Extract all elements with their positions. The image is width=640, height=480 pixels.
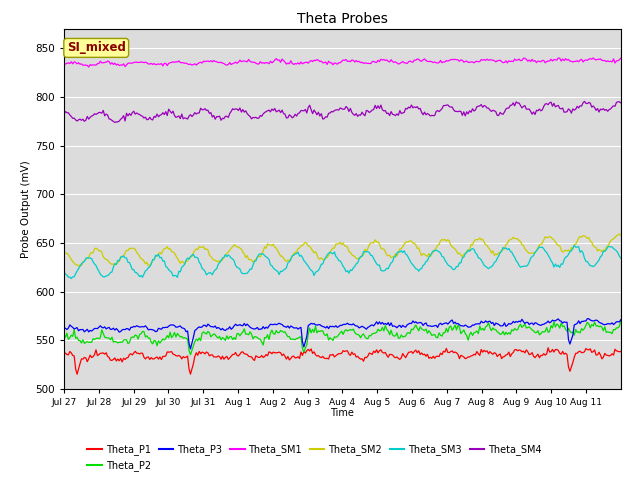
Theta_SM1 (85, 64, 93, 70)
Theta_P3 (617, 317, 625, 323)
Theta_P1 (81, 355, 88, 360)
X-axis label: Time: Time (330, 408, 355, 418)
Theta_SM4 (580, 98, 588, 104)
Theta_SM2 (98, 249, 106, 255)
Theta_P2 (97, 335, 104, 341)
Theta_P3 (541, 321, 549, 326)
Line: Theta_P3: Theta_P3 (64, 319, 621, 349)
Theta_P1 (541, 352, 549, 358)
Theta_SM1 (554, 55, 562, 61)
Theta_SM1 (98, 60, 106, 66)
Theta_SM2 (614, 232, 621, 238)
Theta_P1 (60, 351, 68, 357)
Theta_P1 (73, 372, 81, 377)
Theta_SM1 (458, 58, 466, 63)
Theta_SM2 (60, 248, 68, 253)
Theta_SM1 (79, 62, 87, 68)
Theta_P3 (60, 326, 68, 332)
Theta_P2 (541, 329, 549, 335)
Theta_SM3 (60, 269, 68, 275)
Theta_P1 (98, 350, 106, 356)
Line: Theta_SM2: Theta_SM2 (64, 234, 621, 266)
Theta_P2 (79, 337, 87, 343)
Theta_P3 (584, 316, 591, 322)
Theta_SM3 (348, 268, 356, 274)
Theta_SM1 (541, 60, 549, 66)
Line: Theta_P1: Theta_P1 (64, 348, 621, 374)
Text: SI_mixed: SI_mixed (67, 41, 125, 54)
Line: Theta_SM3: Theta_SM3 (64, 245, 621, 278)
Theta_P3 (187, 346, 195, 352)
Theta_SM2 (81, 258, 88, 264)
Theta_SM2 (616, 231, 623, 237)
Theta_SM3 (458, 255, 466, 261)
Theta_P1 (616, 349, 623, 355)
Theta_P1 (544, 345, 552, 350)
Title: Theta Probes: Theta Probes (297, 12, 388, 26)
Theta_SM4 (111, 120, 119, 125)
Theta_SM1 (60, 60, 68, 66)
Theta_SM4 (458, 112, 466, 118)
Theta_SM3 (616, 253, 623, 259)
Theta_SM1 (348, 57, 356, 63)
Theta_SM4 (97, 109, 104, 115)
Theta_SM4 (348, 109, 356, 115)
Theta_P2 (60, 331, 68, 337)
Theta_SM2 (617, 233, 625, 239)
Theta_SM2 (348, 252, 356, 258)
Theta_SM3 (81, 259, 88, 264)
Line: Theta_P2: Theta_P2 (64, 321, 621, 355)
Theta_P3 (348, 322, 356, 328)
Theta_SM2 (75, 263, 83, 269)
Theta_SM1 (616, 57, 623, 63)
Line: Theta_SM1: Theta_SM1 (64, 58, 621, 67)
Theta_P3 (97, 323, 104, 329)
Theta_SM4 (541, 101, 549, 107)
Theta_SM4 (79, 116, 87, 122)
Theta_P2 (458, 329, 466, 335)
Theta_SM2 (541, 234, 549, 240)
Line: Theta_SM4: Theta_SM4 (64, 101, 621, 122)
Theta_SM4 (616, 99, 623, 105)
Theta_SM3 (617, 255, 625, 261)
Theta_SM3 (98, 273, 106, 278)
Theta_SM3 (67, 276, 75, 281)
Theta_P2 (614, 325, 621, 331)
Theta_SM2 (458, 254, 466, 260)
Theta_SM4 (617, 100, 625, 106)
Theta_P1 (458, 353, 466, 359)
Theta_SM3 (570, 242, 578, 248)
Theta_P2 (348, 327, 356, 333)
Y-axis label: Probe Output (mV): Probe Output (mV) (21, 160, 31, 258)
Theta_SM3 (541, 248, 549, 254)
Theta_SM4 (60, 111, 68, 117)
Theta_SM1 (617, 55, 625, 61)
Theta_P2 (617, 318, 625, 324)
Theta_P2 (187, 352, 195, 358)
Legend: Theta_P1, Theta_P2, Theta_P3, Theta_SM1, Theta_SM2, Theta_SM3, Theta_SM4: Theta_P1, Theta_P2, Theta_P3, Theta_SM1,… (83, 441, 546, 475)
Theta_P3 (616, 319, 623, 324)
Theta_P1 (617, 348, 625, 354)
Theta_P3 (79, 326, 87, 332)
Theta_P1 (348, 349, 356, 355)
Theta_P3 (458, 323, 466, 329)
